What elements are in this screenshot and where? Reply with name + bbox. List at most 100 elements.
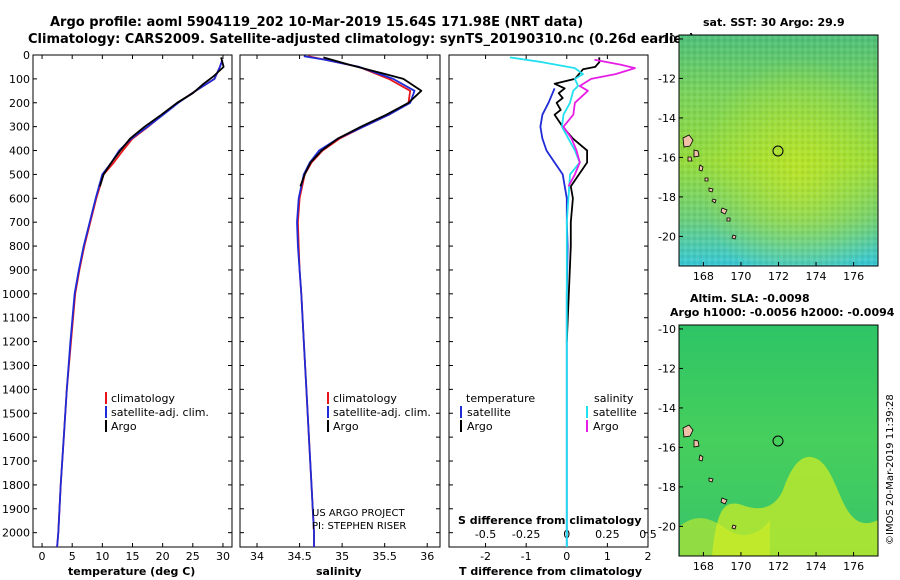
credit-project: US ARGO PROJECT xyxy=(312,508,406,519)
diff-legend-t-argo: Argo xyxy=(467,420,493,433)
sst-island-3 xyxy=(687,156,693,162)
temperature-xtick-label: 30 xyxy=(216,550,230,563)
imos-stamp: ©IMOS 20-Mar-2019 11:39:28 xyxy=(885,394,896,545)
temperature-legend: climatology satellite-adj. clim. Argo xyxy=(105,392,209,433)
sla-map-ytick-label: -10 xyxy=(658,323,676,336)
temperature-series xyxy=(56,57,225,548)
sla-high-band xyxy=(712,456,878,556)
sla-map-xtick-label: 176 xyxy=(843,560,864,573)
sla-map-ytick-label: -12 xyxy=(658,362,676,375)
temperature-xtick-label: 25 xyxy=(186,550,200,563)
sla-island-1 xyxy=(682,424,694,438)
sla-map-ticks: 168 170 172 174 176 -10 -12 -14 -16 -18 -20 xyxy=(658,323,864,573)
sla-island-5 xyxy=(720,497,728,505)
difference-xtick-label: 0 xyxy=(563,550,570,563)
sst-island-2 xyxy=(693,149,700,158)
temperature-ytick-label: 900 xyxy=(9,264,30,277)
sla-map-ytick-label: -20 xyxy=(658,520,676,533)
temperature-ytick-label: 100 xyxy=(9,73,30,86)
difference-panel: -2 -1 0 1 2-0.5 -0.25 0 0.25 0.5 temperature sat… xyxy=(448,54,657,578)
sst-island-6 xyxy=(708,187,714,193)
temperature-xtick-label: 0 xyxy=(39,550,46,563)
sst-map-ticks: 168 170 172 174 176 -10 -12 -14 -16 -18 -20 xyxy=(658,33,864,283)
sst-island-1 xyxy=(682,134,694,148)
salinity-xtick-label: 35 xyxy=(335,550,349,563)
temperature-ytick-label: 1000 xyxy=(2,288,30,301)
difference-series-s-argo xyxy=(562,58,636,187)
sst-map-xtick-label: 170 xyxy=(730,270,751,283)
sst-map-title: sat. SST: 30 Argo: 29.9 xyxy=(703,16,845,29)
temperature-ytick-label: 1100 xyxy=(2,312,30,325)
sla-map-panel: Altim. SLA: -0.0098 Argo h1000: -0.0056 … xyxy=(658,292,895,573)
temp-legend-climatology: climatology xyxy=(111,392,175,405)
temperature-series-argo xyxy=(99,57,225,187)
difference-ticks: -2 -1 0 1 2-0.5 -0.25 0 0.25 0.5 xyxy=(449,54,657,563)
temperature-panel: 0 5 10 15 20 25 300100200300400500600700800900… xyxy=(2,49,233,578)
sla-map-ytick-label: -18 xyxy=(658,481,676,494)
difference-s-tick-label: 0.5 xyxy=(639,528,657,541)
difference-series-s-satellite xyxy=(509,56,584,547)
sst-map-xtick-label: 168 xyxy=(693,270,714,283)
sst-map-ytick-label: -18 xyxy=(658,191,676,204)
temp-legend-satellite: satellite-adj. clim. xyxy=(111,406,209,419)
temperature-ytick-label: 0 xyxy=(23,49,30,62)
sla-island-6 xyxy=(731,524,737,530)
diff-legend-salinity-title: salinity xyxy=(594,392,634,405)
temperature-ytick-label: 1500 xyxy=(2,407,30,420)
difference-s-tick-label: 0.25 xyxy=(595,528,620,541)
sst-map-ytick-label: -12 xyxy=(658,72,676,85)
temperature-xtick-label: 5 xyxy=(69,550,76,563)
sla-high-band-2 xyxy=(680,518,770,556)
sal-legend-argo: Argo xyxy=(333,420,359,433)
sst-map-ytick-label: -16 xyxy=(658,151,676,164)
difference-legend: temperature satellite Argo salinity sate… xyxy=(460,392,637,433)
temperature-ytick-label: 800 xyxy=(9,240,30,253)
salinity-ticks: 34 34.5 35 35.5 36 xyxy=(240,54,440,563)
temperature-ytick-label: 1600 xyxy=(2,431,30,444)
sst-map-ytick-label: -20 xyxy=(658,230,676,243)
temperature-ytick-label: 1200 xyxy=(2,336,30,349)
salinity-xtick-label: 34.5 xyxy=(287,550,312,563)
difference-xtick-label: -1 xyxy=(521,550,532,563)
sst-islands xyxy=(682,134,737,240)
difference-s-tick-label: -0.25 xyxy=(512,528,540,541)
temperature-ytick-label: 700 xyxy=(9,216,30,229)
temperature-ytick-label: 1400 xyxy=(2,383,30,396)
temperature-ytick-label: 300 xyxy=(9,121,30,134)
sal-legend-satellite: satellite-adj. clim. xyxy=(333,406,431,419)
temperature-ytick-label: 1900 xyxy=(2,503,30,516)
sst-map-ytick-label: -14 xyxy=(658,112,676,125)
sal-legend-climatology: climatology xyxy=(333,392,397,405)
sst-texture xyxy=(679,35,878,266)
salinity-xtick-label: 35.5 xyxy=(372,550,397,563)
salinity-series-argo xyxy=(299,56,423,187)
sla-island-3 xyxy=(698,454,704,462)
diff-legend-s-argo: Argo xyxy=(593,420,619,433)
difference-xtick-label: 1 xyxy=(604,550,611,563)
salinity-xlabel: salinity xyxy=(316,565,362,578)
temperature-series-satellite-adj-clim- xyxy=(56,59,224,548)
temperature-ytick-label: 500 xyxy=(9,168,30,181)
sla-island-4 xyxy=(708,477,714,483)
temperature-ytick-label: 400 xyxy=(9,145,30,158)
sst-island-4 xyxy=(698,164,704,172)
salinity-panel: 34 34.5 35 35.5 36 climatology satellite-adj… xyxy=(239,54,441,578)
salinity-frame xyxy=(239,54,441,548)
sst-map-xtick-label: 174 xyxy=(806,270,827,283)
sst-island-7 xyxy=(711,198,717,204)
sla-island-2 xyxy=(693,439,700,448)
sla-map-xtick-label: 168 xyxy=(693,560,714,573)
diff-legend-t-satellite: satellite xyxy=(467,406,511,419)
temperature-ytick-label: 200 xyxy=(9,97,30,110)
difference-frame xyxy=(448,54,649,548)
temperature-ytick-label: 1700 xyxy=(2,455,30,468)
difference-s-tick-label: -0.5 xyxy=(475,528,496,541)
sst-map-panel: sat. SST: 30 Argo: 29.9 168 170 172 174 176 -… xyxy=(658,16,879,283)
temperature-ticks: 0 5 10 15 20 25 300100200300400500600700800900… xyxy=(2,49,232,563)
figure-title-line2: Climatology: CARS2009. Satellite-adjuste… xyxy=(28,32,695,47)
sla-islands xyxy=(682,424,737,530)
sst-map-xtick-label: 172 xyxy=(768,270,789,283)
sst-island-8 xyxy=(720,207,728,215)
figure-title-line1: Argo profile: aoml 5904119_202 10-Mar-20… xyxy=(50,15,583,30)
